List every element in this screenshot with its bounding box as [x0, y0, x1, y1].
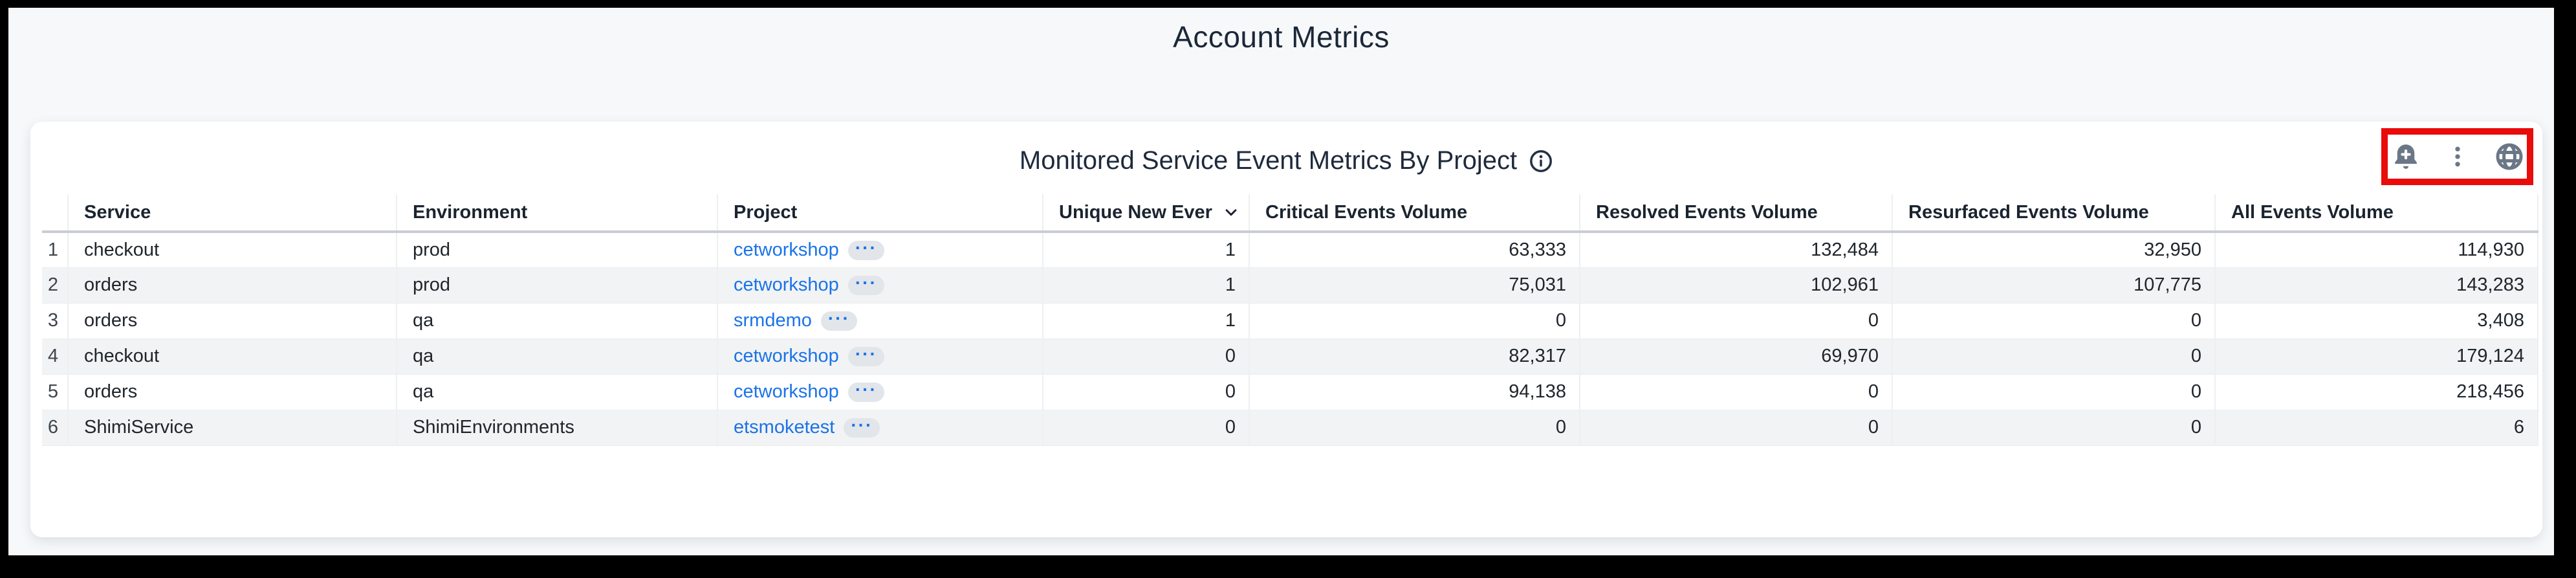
- cell-service: orders: [67, 303, 397, 339]
- cell-project: etsmoketest ···: [717, 410, 1043, 446]
- project-more-badge[interactable]: ···: [847, 381, 884, 403]
- cell-all-events: 218,456: [2214, 374, 2538, 410]
- widget-toolbar: [2381, 128, 2533, 185]
- cell-service: orders: [67, 374, 397, 410]
- cell-resolved-events: 0: [1579, 410, 1892, 446]
- cell-critical-events: 94,138: [1249, 374, 1580, 410]
- cell-unique-new-events: 1: [1042, 303, 1249, 339]
- table-header-row: Service Environment Project Unique New E…: [42, 194, 2538, 233]
- metrics-widget-card: Monitored Service Event Metrics By Proje…: [30, 122, 2542, 537]
- cell-critical-events: 0: [1249, 410, 1580, 446]
- cell-resurfaced-events: 107,775: [1892, 267, 2215, 304]
- cell-resurfaced-events: 0: [1892, 339, 2215, 375]
- column-header-index: [42, 194, 68, 233]
- table-row: 2 orders prod cetworkshop ··· 1 75,031 10…: [42, 267, 2538, 304]
- cell-resolved-events: 132,484: [1579, 232, 1892, 268]
- cell-resurfaced-events: 0: [1892, 303, 2215, 339]
- cell-environment: qa: [396, 303, 717, 339]
- cell-environment: qa: [396, 374, 717, 410]
- cell-resurfaced-events: 0: [1892, 374, 2215, 410]
- row-index: 5: [42, 374, 68, 410]
- cell-unique-new-events: 0: [1042, 410, 1249, 446]
- cell-all-events: 114,930: [2214, 232, 2538, 268]
- cell-project: srmdemo ···: [717, 303, 1043, 339]
- cell-service: ShimiService: [67, 410, 397, 446]
- row-index: 3: [42, 303, 68, 339]
- table-row: 6 ShimiService ShimiEnvironments etsmoke…: [42, 410, 2538, 446]
- column-header-critical-events[interactable]: Critical Events Volume: [1249, 194, 1580, 233]
- widget-header: Monitored Service Event Metrics By Proje…: [30, 146, 2542, 175]
- table-row: 5 orders qa cetworkshop ··· 0 94,138 0 0 …: [42, 374, 2538, 410]
- cell-service: orders: [67, 267, 397, 304]
- cell-unique-new-events: 1: [1042, 267, 1249, 304]
- project-more-badge[interactable]: ···: [847, 345, 884, 367]
- cell-critical-events: 82,317: [1249, 339, 1580, 375]
- cell-unique-new-events: 1: [1042, 232, 1249, 268]
- cell-resolved-events: 69,970: [1579, 339, 1892, 375]
- project-more-badge[interactable]: ···: [847, 239, 884, 261]
- cell-all-events: 6: [2214, 410, 2538, 446]
- cell-project: cetworkshop ···: [717, 374, 1043, 410]
- cell-critical-events: 0: [1249, 303, 1580, 339]
- row-index: 6: [42, 410, 68, 446]
- cell-project: cetworkshop ···: [717, 232, 1043, 268]
- column-header-service[interactable]: Service: [67, 194, 397, 233]
- column-header-unique-new-events[interactable]: Unique New Ever: [1042, 194, 1249, 233]
- column-header-resurfaced-events[interactable]: Resurfaced Events Volume: [1892, 194, 2215, 233]
- row-index: 4: [42, 339, 68, 375]
- cell-critical-events: 75,031: [1249, 267, 1580, 304]
- cell-all-events: 143,283: [2214, 267, 2538, 304]
- widget-title: Monitored Service Event Metrics By Proje…: [1019, 146, 1518, 175]
- cell-resolved-events: 0: [1579, 303, 1892, 339]
- sort-chevron-down-icon: [1225, 209, 1237, 216]
- cell-service: checkout: [67, 339, 397, 375]
- cell-environment: ShimiEnvironments: [396, 410, 717, 446]
- table-row: 1 checkout prod cetworkshop ··· 1 63,333 …: [42, 232, 2538, 268]
- cell-resurfaced-events: 0: [1892, 410, 2215, 446]
- metrics-table: Service Environment Project Unique New E…: [42, 194, 2538, 446]
- table-body: 1 checkout prod cetworkshop ··· 1 63,333 …: [42, 232, 2538, 446]
- kebab-menu-icon[interactable]: [2443, 142, 2472, 172]
- project-link[interactable]: cetworkshop: [734, 346, 839, 366]
- globe-icon[interactable]: [2494, 142, 2524, 172]
- cell-service: checkout: [67, 232, 397, 268]
- cell-resurfaced-events: 32,950: [1892, 232, 2215, 268]
- project-more-badge[interactable]: ···: [847, 274, 884, 296]
- column-header-resolved-events[interactable]: Resolved Events Volume: [1579, 194, 1892, 233]
- cell-unique-new-events: 0: [1042, 374, 1249, 410]
- table-row: 3 orders qa srmdemo ··· 1 0 0 0 3,408: [42, 303, 2538, 339]
- cell-unique-new-events: 0: [1042, 339, 1249, 375]
- column-header-project[interactable]: Project: [717, 194, 1043, 233]
- cell-environment: prod: [396, 232, 717, 268]
- cell-critical-events: 63,333: [1249, 232, 1580, 268]
- info-icon[interactable]: [1529, 149, 1553, 173]
- column-header-environment[interactable]: Environment: [396, 194, 717, 233]
- project-more-badge[interactable]: ···: [844, 416, 880, 438]
- cell-environment: prod: [396, 267, 717, 304]
- cell-resolved-events: 102,961: [1579, 267, 1892, 304]
- add-alert-bell-plus-icon[interactable]: [2391, 142, 2421, 172]
- page-title: Account Metrics: [1173, 20, 1390, 54]
- project-more-badge[interactable]: ···: [820, 309, 857, 331]
- table-row: 4 checkout qa cetworkshop ··· 0 82,317 69…: [42, 339, 2538, 375]
- project-link[interactable]: srmdemo: [734, 310, 812, 331]
- cell-project: cetworkshop ···: [717, 267, 1043, 304]
- cell-all-events: 3,408: [2214, 303, 2538, 339]
- project-link[interactable]: etsmoketest: [734, 417, 835, 438]
- column-header-all-events[interactable]: All Events Volume: [2214, 194, 2538, 233]
- project-link[interactable]: cetworkshop: [734, 239, 839, 260]
- app-screen: Account Metrics Monitored Service Event …: [8, 8, 2554, 555]
- cell-resolved-events: 0: [1579, 374, 1892, 410]
- cell-all-events: 179,124: [2214, 339, 2538, 375]
- row-index: 2: [42, 267, 68, 304]
- row-index: 1: [42, 232, 68, 268]
- cell-project: cetworkshop ···: [717, 339, 1043, 375]
- project-link[interactable]: cetworkshop: [734, 381, 839, 402]
- project-link[interactable]: cetworkshop: [734, 274, 839, 295]
- cell-environment: qa: [396, 339, 717, 375]
